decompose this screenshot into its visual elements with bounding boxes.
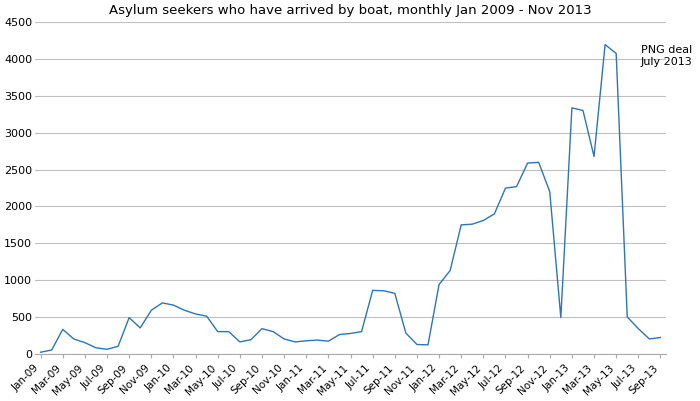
Title: Asylum seekers who have arrived by boat, monthly Jan 2009 - Nov 2013: Asylum seekers who have arrived by boat,… xyxy=(109,4,592,17)
Text: PNG deal
July 2013: PNG deal July 2013 xyxy=(640,45,692,67)
